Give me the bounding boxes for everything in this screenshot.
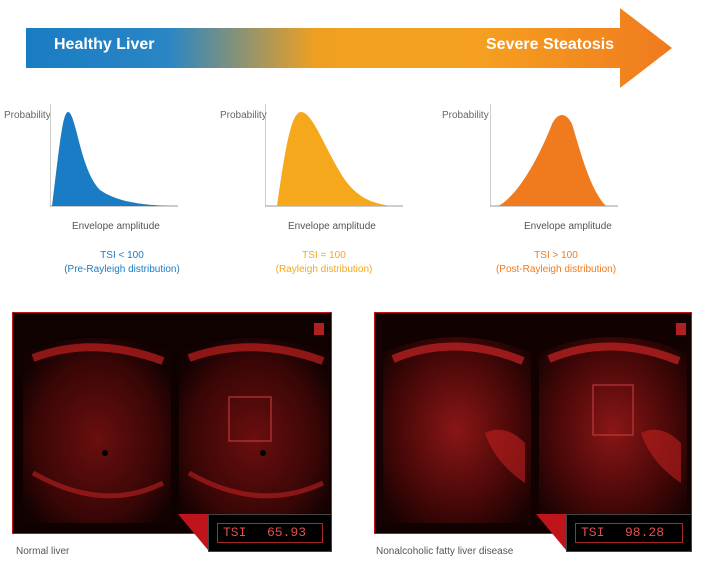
dist-2-tsi: TSI = 100: [302, 250, 346, 261]
dist-1-desc: (Pre-Rayleigh distribution): [64, 264, 180, 275]
nafld-caption: Nonalcoholic fatty liver disease: [376, 546, 514, 557]
dist-3-desc: (Post-Rayleigh distribution): [495, 264, 617, 275]
pre-rayleigh-curve: [50, 104, 178, 207]
dist-3-xlabel: Envelope amplitude: [524, 221, 612, 232]
normal-liver-ultrasound: [12, 312, 332, 534]
nafld-scan-image: [375, 313, 691, 533]
post-rayleigh-curve: [490, 104, 618, 207]
dist-2-desc: (Rayleigh distribution): [275, 264, 373, 275]
normal-liver-scan-image: [13, 313, 331, 533]
dist-3-tsi: TSI > 100: [534, 250, 578, 261]
dist-1-ylabel: Probability: [4, 110, 51, 121]
nafld-tsi-readout: TSI 98.28: [566, 514, 692, 552]
severe-steatosis-label: Severe Steatosis: [486, 36, 615, 53]
dist-2-xlabel: Envelope amplitude: [288, 221, 376, 232]
dist-1-xlabel: Envelope amplitude: [72, 221, 160, 232]
normal-liver-tsi-readout: TSI 65.93: [208, 514, 332, 552]
normal-liver-tsi-value: 65.93: [267, 525, 307, 540]
dist-3-ylabel: Probability: [442, 110, 489, 121]
dist-1-tsi: TSI < 100: [100, 250, 144, 261]
nafld-tsi-label: TSI: [581, 525, 605, 540]
rayleigh-curve: [265, 104, 403, 207]
nafld-ultrasound: [374, 312, 692, 534]
nafld-tsi-value: 98.28: [625, 525, 665, 540]
dist-2-ylabel: Probability: [220, 110, 267, 121]
normal-liver-caption: Normal liver: [16, 546, 70, 557]
normal-liver-tsi-label: TSI: [223, 525, 247, 540]
steatosis-gradient-arrow: [26, 8, 672, 88]
healthy-liver-label: Healthy Liver: [54, 36, 155, 53]
